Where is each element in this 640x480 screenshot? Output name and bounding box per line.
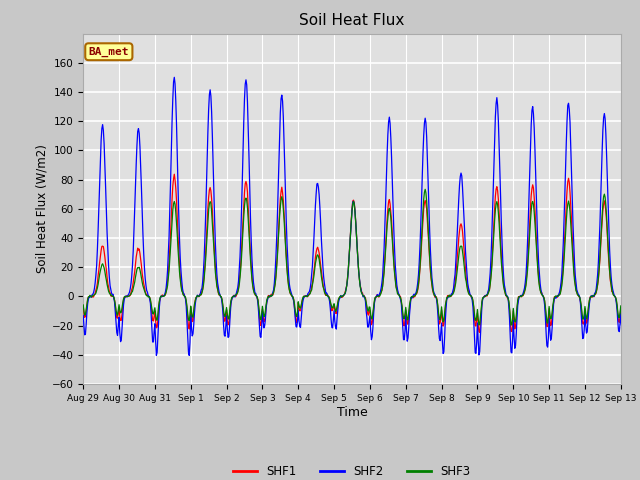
Legend: SHF1, SHF2, SHF3: SHF1, SHF2, SHF3 — [228, 461, 476, 480]
Y-axis label: Soil Heat Flux (W/m2): Soil Heat Flux (W/m2) — [36, 144, 49, 273]
X-axis label: Time: Time — [337, 406, 367, 419]
Text: BA_met: BA_met — [88, 47, 129, 57]
Title: Soil Heat Flux: Soil Heat Flux — [300, 13, 404, 28]
